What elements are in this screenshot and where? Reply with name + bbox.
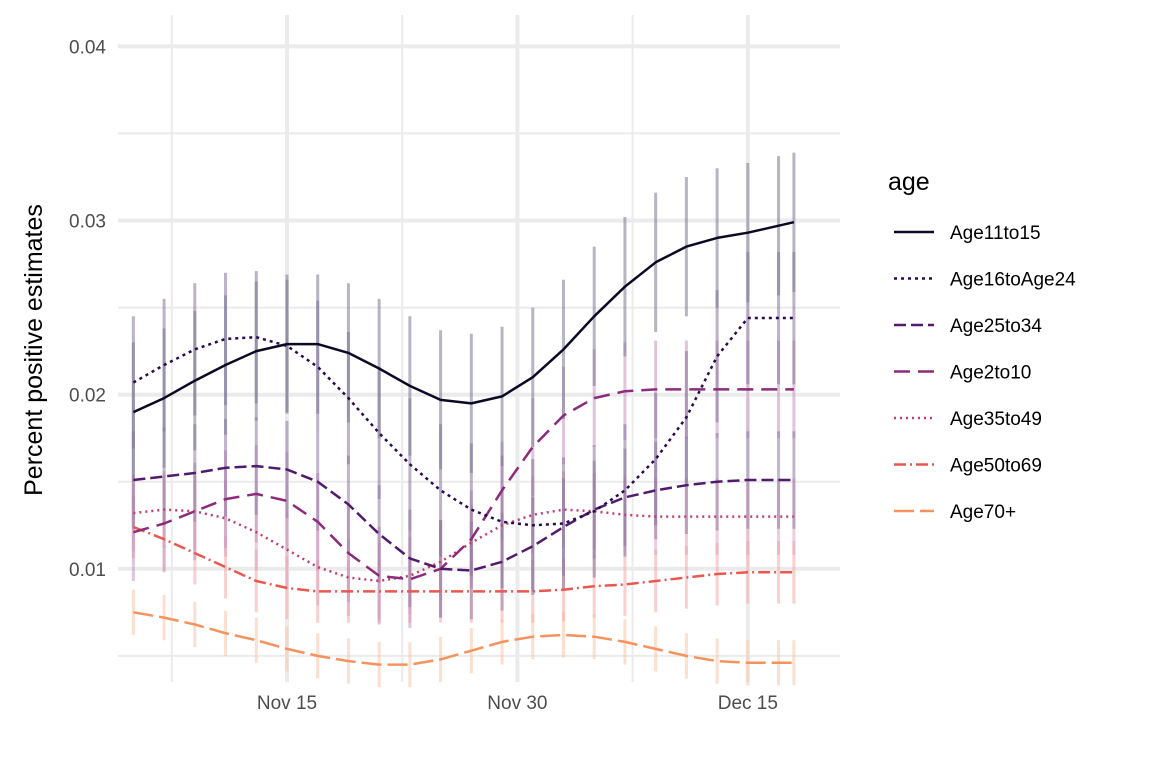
x-tick-label: Dec 15 [718,693,778,714]
legend-item: Age11to15 [894,223,1041,244]
legend-item: Age25to34 [894,316,1042,337]
legend-label: Age50to69 [950,456,1042,477]
legend-label: Age16toAge24 [950,270,1076,291]
legend-item: Age2to10 [894,363,1031,384]
legend-label: Age2to10 [950,363,1031,384]
series-line [133,508,794,583]
legend-title: age [888,168,930,196]
y-tick-label: 0.01 [69,560,106,581]
x-tick-label: Nov 30 [487,693,547,714]
series-lines [132,220,795,666]
confidence-intervals [131,152,796,688]
y-tick-label: 0.03 [69,211,106,232]
x-tick-label: Nov 15 [257,693,317,714]
legend: age Age11to15 Age16toAge24 Age25to34 Age2to… [888,168,1076,523]
legend-item: Age70+ [894,502,1016,523]
y-tick-label: 0.02 [69,386,106,407]
y-tick-label: 0.04 [69,37,106,58]
y-axis-label: Percent positive estimates [20,204,48,496]
series-line [132,525,794,593]
legend-label: Age25to34 [950,316,1042,337]
legend-item: Age35to49 [894,409,1042,430]
y-tick-labels: 0.01 0.02 0.03 0.04 [69,37,106,580]
legend-item: Age50to69 [894,456,1042,477]
series-line [132,316,794,527]
x-tick-labels: Nov 15 Nov 30 Dec 15 [257,693,778,714]
legend-item: Age16toAge24 [894,270,1076,291]
legend-label: Age35to49 [950,409,1042,430]
series-line [133,464,794,572]
series-line [132,220,795,414]
legend-label: Age70+ [950,502,1016,523]
series-line [133,611,794,666]
legend-label: Age11to15 [950,223,1041,244]
series-line [133,388,794,581]
